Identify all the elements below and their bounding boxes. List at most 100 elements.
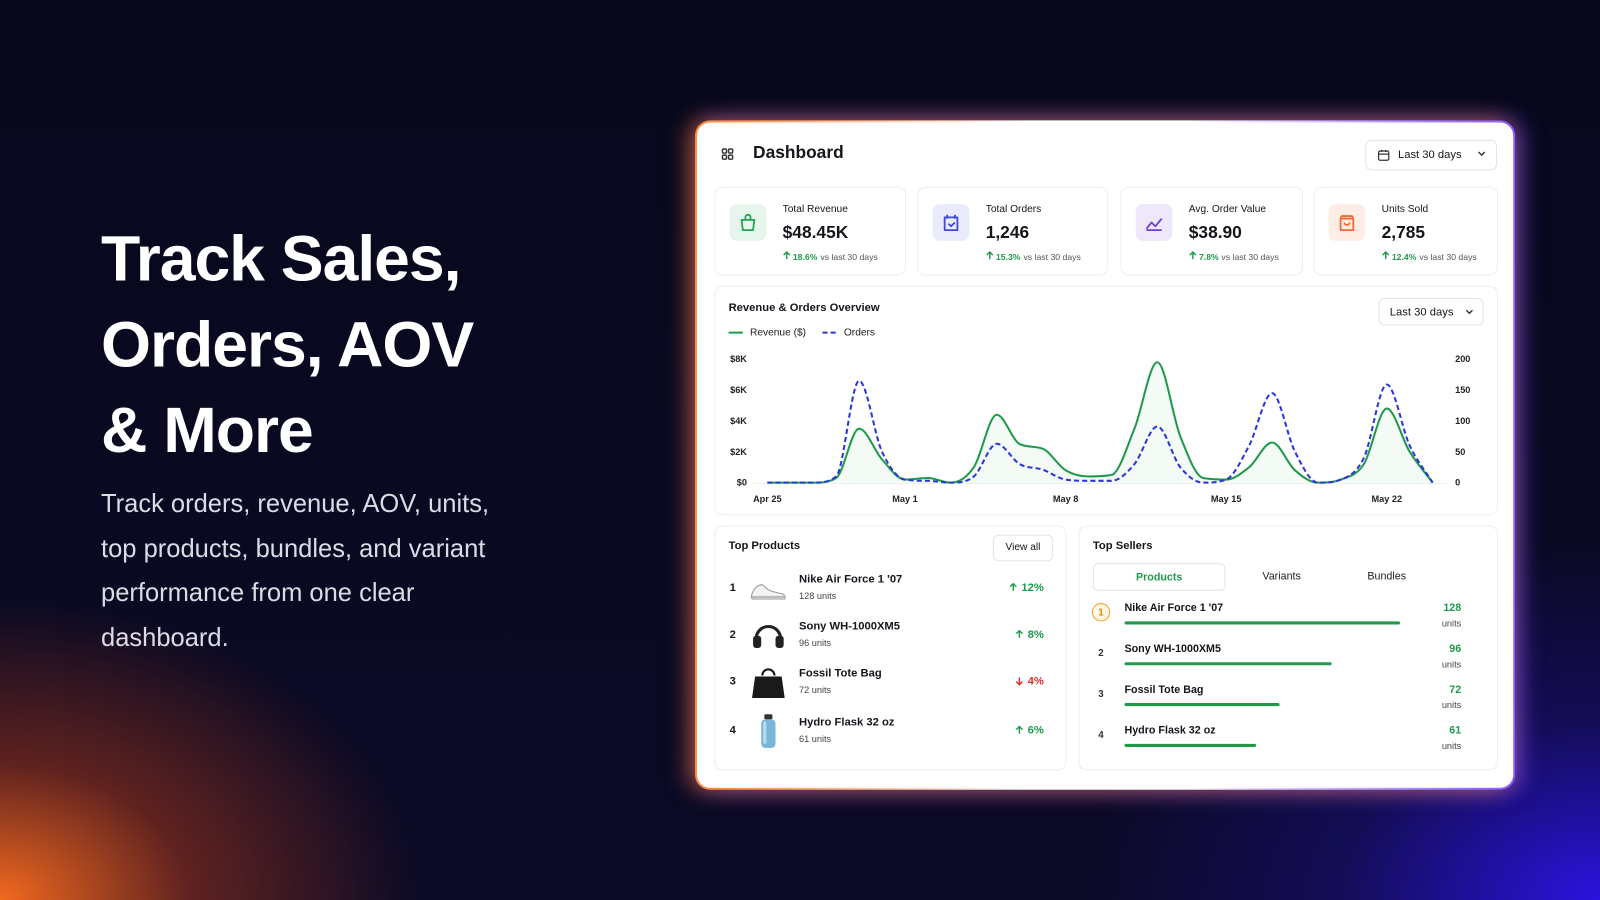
kpi-trend-arrow	[1189, 251, 1197, 260]
top-sellers-title: Top Sellers	[1092, 539, 1153, 553]
kpi-change: 7.8%	[1198, 252, 1219, 263]
dashboard-card: Dashboard Last 30 days Total Revenue $48.…	[696, 122, 1514, 788]
y-tick-label: $6K	[730, 385, 747, 395]
seller-bar	[1124, 743, 1256, 747]
seller-rank: 1	[1098, 607, 1104, 619]
product-units: 72 units	[798, 684, 832, 695]
kpi-icon-shape	[943, 214, 959, 231]
kpi-change: 15.3%	[995, 252, 1021, 263]
grid-icon	[721, 148, 734, 160]
seller-bar	[1124, 703, 1280, 707]
seller-units: 128	[1443, 602, 1462, 615]
range-dropdown[interactable]: Last 30 days	[1365, 139, 1497, 171]
product-units: 96 units	[798, 637, 832, 648]
arrow-shape	[1382, 251, 1390, 260]
seller-units: 96	[1449, 642, 1462, 656]
view-all-button[interactable]: View all	[992, 534, 1054, 562]
seller-name: Sony WH-1000XM5	[1124, 642, 1221, 656]
product-rank: 1	[729, 581, 736, 594]
kpi-icon-glyph	[943, 214, 959, 231]
tab[interactable]: Bundles	[1336, 563, 1438, 589]
hero-title: Track Sales, Orders, AOV & More	[101, 216, 474, 473]
line-chart: $0 $2K $4K $6K $8K 0 50 100 150 200 Apr 25 May 1 May…	[728, 328, 1470, 504]
arrow-shape	[783, 251, 791, 260]
hero-description: Track orders, revenue, AOV, units, top p…	[101, 489, 490, 652]
kpi-card: Units Sold 2,785 12.4% vs last 30 days	[1313, 186, 1498, 276]
x-tick-label: May 8	[1053, 494, 1079, 504]
chart-range-dropdown[interactable]: Last 30 days	[1378, 297, 1484, 326]
product-change: 6%	[1027, 724, 1044, 737]
seller-name: Nike Air Force 1 '07	[1124, 602, 1224, 615]
tab-label: Variants	[1262, 570, 1301, 583]
seller-unit-label: units	[1441, 699, 1462, 711]
kpi-trend-arrow	[783, 251, 791, 260]
product-rank: 4	[729, 724, 736, 737]
kpi-comparison: vs last 30 days	[1023, 252, 1081, 263]
seller-name: Hydro Flask 32 oz	[1124, 724, 1216, 737]
product-row: 2 Sony WH-1000XM5 96 units 8%	[714, 614, 1064, 655]
arrow-shape	[1009, 582, 1017, 591]
product-name: Sony WH-1000XM5	[798, 620, 901, 633]
hero-title-line: Track Sales,	[101, 223, 461, 295]
kpi-value: $48.45K	[782, 222, 849, 242]
tab[interactable]: Variants	[1228, 563, 1336, 589]
kpi-icon-glyph	[1339, 215, 1355, 231]
kpi-value: $38.90	[1188, 222, 1242, 242]
kpi-value: 2,785	[1381, 222, 1426, 242]
seller-unit-label: units	[1441, 659, 1462, 670]
kpi-label: Units Sold	[1381, 204, 1429, 216]
seller-unit-label: units	[1441, 740, 1462, 752]
kpi-label: Total Orders	[985, 204, 1042, 216]
product-rank: 2	[729, 628, 736, 641]
top-products-title: Top Products	[728, 539, 801, 553]
y2-tick-label: 0	[1455, 478, 1460, 488]
top-sellers-panel	[1078, 525, 1498, 771]
arrow-shape	[1015, 725, 1023, 734]
kpi-icon	[729, 204, 767, 241]
kpi-trend-arrow	[986, 251, 994, 260]
seller-units: 61	[1449, 724, 1462, 737]
kpi-comparison: vs last 30 days	[1419, 252, 1477, 263]
kpi-icon-shape	[1339, 215, 1355, 231]
product-name: Nike Air Force 1 '07	[798, 573, 903, 586]
seller-rank: 4	[1098, 729, 1104, 741]
view-all-label: View all	[1005, 541, 1041, 554]
kpi-icon-shape	[740, 213, 756, 231]
arrow-shape	[1015, 629, 1023, 638]
kpi-change: 18.6%	[792, 252, 818, 263]
product-name: Fossil Tote Bag	[798, 667, 882, 680]
kpi-label: Total Revenue	[782, 204, 848, 216]
kpi-icon	[1328, 204, 1366, 241]
x-tick-label: May 1	[892, 494, 918, 504]
tab-label: Products	[1135, 571, 1183, 584]
product-row: 4 Hydro Flask 32 oz 61 units 6%	[714, 710, 1064, 751]
y-tick-label: $8K	[730, 354, 747, 364]
kpi-icon	[1135, 204, 1173, 241]
tab[interactable]: Products	[1092, 563, 1226, 591]
range-label: Last 30 days	[1397, 148, 1462, 162]
kpi-icon-glyph	[1145, 218, 1163, 231]
kpi-icon-shape	[1145, 218, 1163, 231]
seller-units: 72	[1449, 683, 1462, 696]
dashboard-title: Dashboard	[753, 142, 844, 163]
kpi-icon	[932, 204, 970, 241]
y2-tick-label: 150	[1455, 385, 1470, 395]
product-trend-arrow	[1015, 629, 1023, 638]
product-row: 1 Nike Air Force 1 '07 128 units 12%	[714, 567, 1064, 608]
product-change: 12%	[1021, 581, 1044, 594]
y-tick-label: $4K	[730, 416, 747, 426]
product-units: 61 units	[798, 733, 832, 744]
series-line	[767, 379, 1434, 484]
hero-title-line: & More	[101, 394, 314, 467]
seller-unit-label: units	[1441, 618, 1462, 629]
kpi-comparison: vs last 30 days	[820, 252, 878, 263]
product-change: 8%	[1027, 628, 1044, 641]
hero-title-line: Orders, AOV	[101, 309, 474, 381]
seller-rank-badge: 2	[1092, 644, 1110, 662]
chevron	[1465, 309, 1473, 315]
product-thumbnails	[750, 584, 786, 748]
arrow-shape	[1189, 251, 1197, 260]
